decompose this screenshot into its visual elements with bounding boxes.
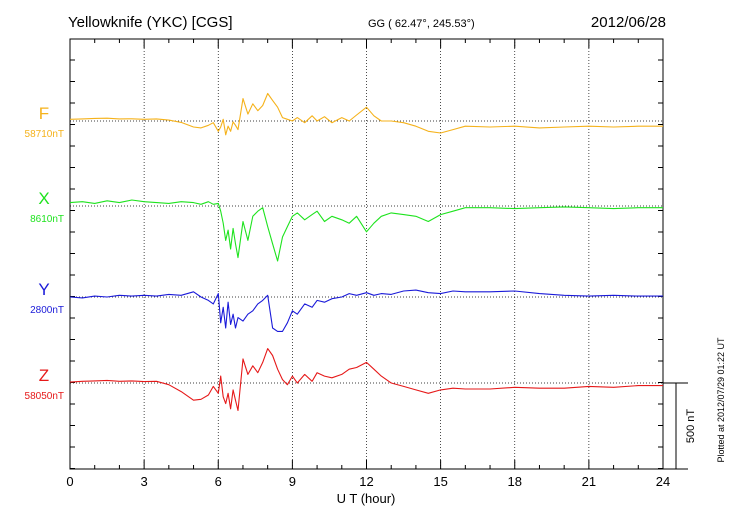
plot-area: [69, 38, 664, 470]
series-y: Y 2800nT: [30, 280, 663, 332]
chart-date: 2012/06/28: [591, 14, 666, 31]
x-tick-label: 6: [215, 474, 222, 489]
x-tick-label: 12: [359, 474, 373, 489]
series-x: X 8610nT: [30, 189, 663, 262]
series-baseline-label: 2800nT: [30, 305, 64, 316]
x-tick-label: 0: [66, 474, 73, 489]
series-name-label: Y: [38, 280, 49, 299]
station-title: Yellowknife (YKC) [CGS]: [68, 14, 233, 31]
scale-bar: 500 nT: [663, 382, 697, 470]
scale-bar-label: 500 nT: [685, 409, 697, 444]
series-name-label: X: [38, 189, 49, 208]
series-baseline-label: 58050nT: [25, 391, 64, 402]
grid: [70, 39, 663, 469]
series-line-f: [69, 92, 663, 136]
series-line-y: [69, 289, 663, 332]
x-tick-label: 18: [508, 474, 522, 489]
series-line-x: [69, 199, 663, 262]
x-axis: 0 3 6 9 12 15 18 21 24: [66, 39, 670, 489]
series-name-label: F: [39, 104, 49, 123]
series-baseline-label: 58710nT: [25, 129, 64, 140]
series-group: F 58710nT X 8610nT Y 2800nT Z 58050nT: [25, 92, 663, 412]
series-baseline-label: 8610nT: [30, 214, 64, 225]
x-tick-label: 21: [582, 474, 596, 489]
x-tick-label: 24: [656, 474, 670, 489]
plot-frame: [69, 38, 664, 470]
x-tick-label: 15: [433, 474, 447, 489]
series-name-label: Z: [39, 366, 49, 385]
x-tick-label: 9: [289, 474, 296, 489]
series-z: Z 58050nT: [25, 348, 663, 412]
x-tick-label: 3: [141, 474, 148, 489]
series-line-z: [69, 348, 663, 412]
geo-coordinates: GG ( 62.47°, 245.53°): [368, 18, 475, 30]
plotted-timestamp: Plotted at 2012/07/29 01:22 UT: [716, 337, 726, 463]
series-f: F 58710nT: [25, 92, 663, 140]
x-axis-label: U T (hour): [337, 491, 396, 506]
